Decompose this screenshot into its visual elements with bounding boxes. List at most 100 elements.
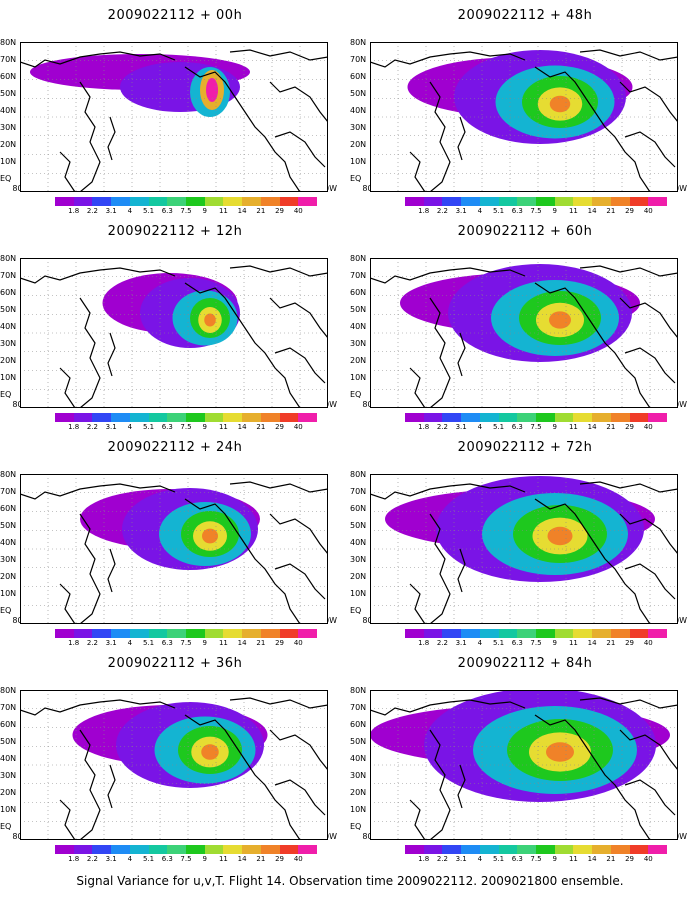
coastline	[269, 513, 328, 555]
latitude-label: 40N	[350, 538, 367, 547]
colorbar-segment	[517, 197, 537, 206]
colorbar	[55, 629, 318, 638]
map-frame	[370, 690, 678, 840]
latitude-label: 60N	[350, 504, 367, 513]
latitude-label: EQ	[0, 390, 12, 399]
coastline	[269, 729, 328, 771]
colorbar-segment	[298, 629, 318, 638]
colorbar-segment	[648, 197, 668, 206]
colorbar-segment	[148, 197, 168, 206]
colorbar-segment	[223, 413, 243, 422]
colorbar-label: 3.1	[455, 207, 467, 215]
colorbar-segment	[442, 197, 462, 206]
colorbar-label: 6.3	[511, 423, 523, 431]
colorbar-label: 29	[625, 423, 635, 431]
latitude-label: 10N	[0, 589, 17, 598]
colorbar-segment	[498, 197, 518, 206]
colorbar-label: 11	[568, 855, 578, 863]
panel-title: 2009022112 + 12h	[107, 224, 243, 239]
colorbar-label: 3.1	[455, 423, 467, 431]
colorbar-segment	[536, 197, 555, 206]
coastline	[457, 116, 466, 161]
latitude-label: 60N	[0, 504, 17, 513]
colorbar-segment	[648, 629, 668, 638]
latitude-label: EQ	[0, 822, 12, 831]
colorbar-segment	[279, 845, 299, 854]
colorbar-segment	[461, 629, 480, 638]
colorbar-label: 1.8	[68, 855, 80, 863]
coastline	[107, 332, 116, 377]
colorbar-segment	[204, 197, 224, 206]
colorbar-label: 6.3	[511, 855, 523, 863]
colorbar-segment	[129, 413, 149, 422]
coastline	[409, 367, 426, 408]
colorbar-segment	[517, 845, 537, 854]
colorbar-segment	[498, 845, 518, 854]
latitude-label: 30N	[350, 555, 367, 564]
latitude-label: 80N	[0, 470, 17, 479]
latitude-label: 50N	[0, 89, 17, 98]
panel-title: 2009022112 + 72h	[457, 440, 593, 455]
coastline	[20, 267, 176, 284]
colorbar-label: 2.2	[86, 639, 98, 647]
colorbar-label: 14	[237, 207, 247, 215]
colorbar-segment	[610, 845, 630, 854]
longitude-label: 60W	[318, 184, 338, 193]
colorbar-segment	[204, 413, 224, 422]
colorbar-label: 11	[218, 423, 228, 431]
figure-caption: Signal Variance for u,v,T. Flight 14. Ob…	[76, 874, 624, 888]
colorbar-label: 9	[202, 423, 207, 431]
colorbar-segment	[610, 629, 630, 638]
coastline	[534, 498, 651, 624]
colorbar-segment	[92, 629, 112, 638]
coastline	[579, 697, 678, 709]
map-panel: 2009022112 + 60h 80N 70N 60N 50N 40N 30N 20N 10N…	[350, 216, 700, 432]
coastline	[370, 483, 526, 500]
latitude-label: 40N	[350, 106, 367, 115]
coastline	[269, 81, 328, 123]
latitude-label: 60N	[0, 288, 17, 297]
colorbar-segment	[148, 845, 168, 854]
coastline	[619, 513, 678, 555]
latitude-label: 40N	[350, 754, 367, 763]
colorbar-segment	[204, 629, 224, 638]
latitude-label: EQ	[0, 174, 12, 183]
colorbar-segment	[536, 413, 555, 422]
coastline	[79, 81, 101, 192]
latitude-label: 20N	[350, 572, 367, 581]
coastline	[619, 81, 678, 123]
coastline	[624, 131, 676, 168]
colorbar-label: 6.3	[161, 855, 173, 863]
colorbar-segment	[55, 197, 74, 206]
colorbar-segment	[55, 845, 74, 854]
variance-contour	[546, 742, 574, 762]
colorbar-label: 3.1	[105, 639, 117, 647]
colorbar-label: 2.2	[86, 423, 98, 431]
colorbar	[405, 197, 668, 206]
colorbar-segment	[92, 413, 112, 422]
colorbar	[405, 413, 668, 422]
latitude-label: 30N	[350, 339, 367, 348]
colorbar-label: 21	[256, 207, 266, 215]
colorbar-label: 11	[218, 639, 228, 647]
variance-map	[370, 258, 678, 408]
colorbar-segment	[111, 197, 130, 206]
colorbar-label: 2.2	[86, 207, 98, 215]
colorbar-label: 5.1	[492, 855, 505, 863]
latitude-label: EQ	[350, 390, 362, 399]
colorbar-label: 40	[293, 423, 303, 431]
coastline	[107, 548, 116, 593]
map-panel: 2009022112 + 84h 80N 70N 60N 50N 40N 30N 20N 10N…	[350, 648, 700, 864]
colorbar-segment	[479, 629, 499, 638]
colorbar	[55, 413, 318, 422]
coastline	[457, 764, 466, 809]
colorbar-label: 3.1	[105, 855, 117, 863]
latitude-label: 20N	[350, 140, 367, 149]
coastline	[274, 347, 326, 384]
colorbar-label: 9	[202, 855, 207, 863]
coastline	[624, 347, 676, 384]
coastline	[184, 498, 301, 624]
colorbar-segment	[223, 629, 243, 638]
variance-map	[370, 690, 678, 840]
colorbar-label: 5.1	[142, 855, 155, 863]
